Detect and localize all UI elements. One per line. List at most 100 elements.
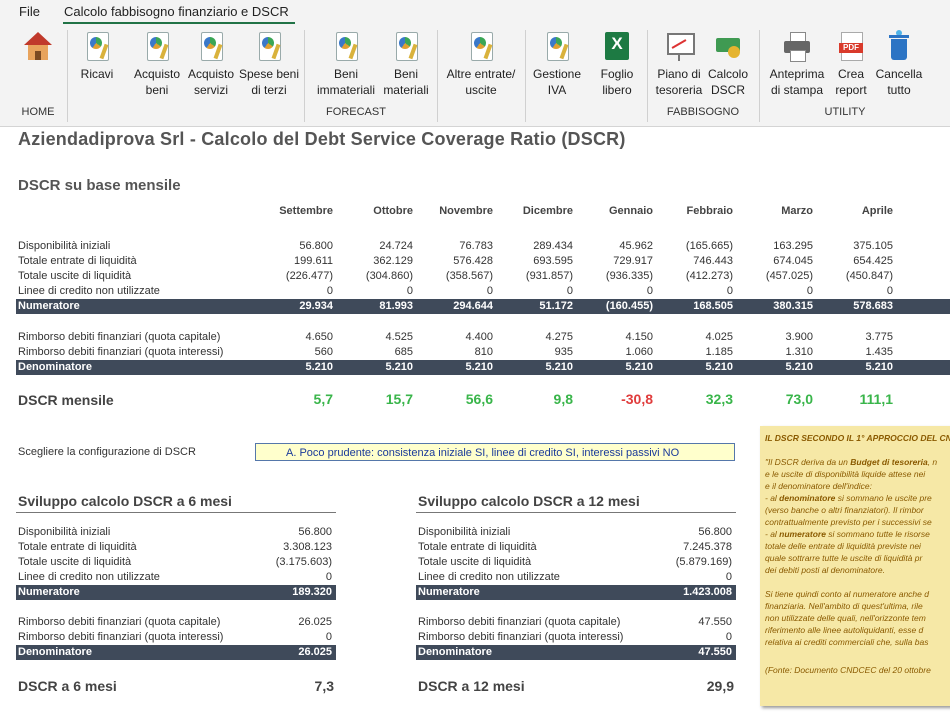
section-divider: [16, 512, 336, 513]
btn-label: Acquisto: [133, 67, 181, 81]
month-header: Gennaio: [608, 205, 653, 217]
crea-report-button[interactable]: PDF Crea report: [832, 30, 870, 98]
cell-value: 576.428: [453, 255, 493, 267]
dscr-monthly-value: -30,8: [621, 391, 653, 407]
cell-value: 0: [325, 571, 332, 583]
cell-value: 0: [725, 631, 732, 643]
note-line: relativa ai crediti commerciali che, sul…: [765, 637, 929, 647]
money-icon: [712, 30, 744, 62]
note-line: Si tiene quindi conto al numeratore anch…: [765, 589, 929, 599]
cell-value: 810: [474, 346, 493, 358]
cell-value: 0: [806, 285, 813, 297]
cell-value: 5.210: [545, 361, 573, 373]
cell-value: 24.724: [379, 240, 413, 252]
ribbon-separator: [304, 30, 305, 122]
table-row: Totale entrate di liquidità 7.245.378: [416, 540, 736, 555]
ribbon-separator: [437, 30, 438, 122]
menu-file[interactable]: File: [19, 4, 40, 19]
excel-icon: X: [601, 30, 633, 62]
ribbon-separator: [647, 30, 648, 122]
acquisto-servizi-button[interactable]: Acquisto servizi: [184, 30, 238, 98]
btn-label: Altre entrate/: [446, 67, 516, 81]
note-line: (verso banche o altri finanziatori). Il …: [765, 505, 924, 515]
house-icon: [22, 30, 54, 62]
cell-value: 659: [893, 255, 950, 267]
dscr-monthly-value: 111,1: [859, 391, 894, 407]
cell-value: 0: [886, 285, 893, 297]
dscr-note-box: IL DSCR SECONDO IL 1° APPROCCIO DEL CN "…: [760, 426, 950, 706]
dscr-monthly-value: 32,3: [705, 391, 733, 407]
cell-value: 81.993: [379, 300, 413, 312]
piano-tesoreria-button[interactable]: Piano di tesoreria: [652, 30, 706, 98]
cell-value: 4.400: [465, 331, 493, 343]
table-row: Totale uscite di liquidità (5.879.169): [416, 555, 736, 570]
note-line: quale sottrarre tutte le uscite di liqui…: [765, 553, 923, 563]
beni-materiali-button[interactable]: Beni materiali: [380, 30, 432, 98]
cell-value: 654.425: [853, 255, 893, 267]
table-row: Disponibilità iniziali 56.800: [16, 525, 336, 540]
btn-label: libero: [602, 83, 632, 97]
calcolo-dscr-button[interactable]: Calcolo DSCR: [704, 30, 752, 98]
cell-value: 189.320: [292, 586, 332, 598]
cell-value: 0: [726, 285, 733, 297]
row-label: Totale entrate di liquidità: [418, 541, 537, 553]
cell-value: 4.650: [305, 331, 333, 343]
cell-value: 674.045: [773, 255, 813, 267]
cell-value: (438: [893, 270, 950, 282]
acquisto-beni-button[interactable]: Acquisto beni: [130, 30, 184, 98]
btn-label: Cancella: [875, 67, 923, 81]
chart-doc-icon: [253, 30, 285, 62]
cell-value: 935: [554, 346, 573, 358]
dscr-12m-value: 29,9: [706, 678, 734, 694]
dscr-config-select[interactable]: A. Poco prudente: consistenza iniziale S…: [255, 443, 735, 461]
printer-icon: [781, 30, 813, 62]
row-label: Totale uscite di liquidità: [18, 270, 132, 282]
altre-entrate-uscite-button[interactable]: Altre entrate/ uscite: [443, 30, 519, 98]
chart-doc-icon: [390, 30, 422, 62]
spese-beni-terzi-button[interactable]: Spese beni di terzi: [238, 30, 300, 98]
row-label: Rimborso debiti finanziari (quota intere…: [18, 346, 224, 358]
cell-value: 5.210: [625, 361, 653, 373]
foglio-libero-button[interactable]: X Foglio libero: [592, 30, 642, 98]
home-button[interactable]: [12, 30, 64, 66]
monthly-title: DSCR su base mensile: [18, 177, 181, 194]
table-row: Totale uscite di liquidità (226.477) (304.…: [16, 269, 950, 284]
cell-value: 0: [486, 285, 493, 297]
cell-value: 56.800: [698, 526, 732, 538]
cell-value: 685: [394, 346, 413, 358]
table-row: Linee di credito non utilizzate 0: [416, 570, 736, 585]
total-row: Numeratore 189.320: [16, 585, 336, 600]
cell-value: 1.310: [785, 346, 813, 358]
anteprima-stampa-button[interactable]: Anteprima di stampa: [764, 30, 830, 98]
row-label: Disponibilità iniziali: [18, 526, 111, 538]
cell-value: 168.505: [693, 300, 733, 312]
ricavi-button[interactable]: Ricavi: [74, 30, 120, 82]
group-home-label: HOME: [21, 106, 55, 118]
cell-value: 26.025: [298, 646, 332, 658]
btn-label: report: [835, 83, 867, 97]
beni-immateriali-button[interactable]: Beni immateriali: [310, 30, 382, 98]
btn-label: Ricavi: [80, 67, 114, 81]
cell-value: (304.860): [365, 270, 413, 282]
cell-value: 47.550: [698, 646, 732, 658]
gestione-iva-button[interactable]: Gestione IVA: [530, 30, 584, 98]
table-row: Rimborso debiti finanziari (quota capita…: [16, 615, 336, 630]
btn-label: servizi: [193, 83, 228, 97]
menu-tab-dscr[interactable]: Calcolo fabbisogno finanziario e DSCR: [64, 4, 289, 19]
cancella-tutto-button[interactable]: Cancella tutto: [872, 30, 926, 98]
cell-value: (412.273): [685, 270, 733, 282]
cell-value: (358.567): [445, 270, 493, 282]
cell-value: (931.857): [525, 270, 573, 282]
row-label: Linee di credito non utilizzate: [18, 571, 160, 583]
table-row: Rimborso debiti finanziari (quota intere…: [16, 630, 336, 645]
btn-label: di terzi: [251, 83, 287, 97]
cell-value: 1.185: [705, 346, 733, 358]
ribbon: HOME Ricavi Acquisto beni Acquisto servi…: [0, 26, 950, 127]
cell-value: 375.105: [853, 240, 893, 252]
cell-value: 0: [725, 571, 732, 583]
note-line: non utilizzate delle quali, nell'orizzon…: [765, 613, 926, 623]
cell-value: 26.025: [298, 616, 332, 628]
presentation-chart-icon: [663, 30, 695, 62]
cell-value: 1.423.008: [683, 586, 732, 598]
table-row: Totale entrate di liquidità 199.611 362.12…: [16, 254, 950, 269]
